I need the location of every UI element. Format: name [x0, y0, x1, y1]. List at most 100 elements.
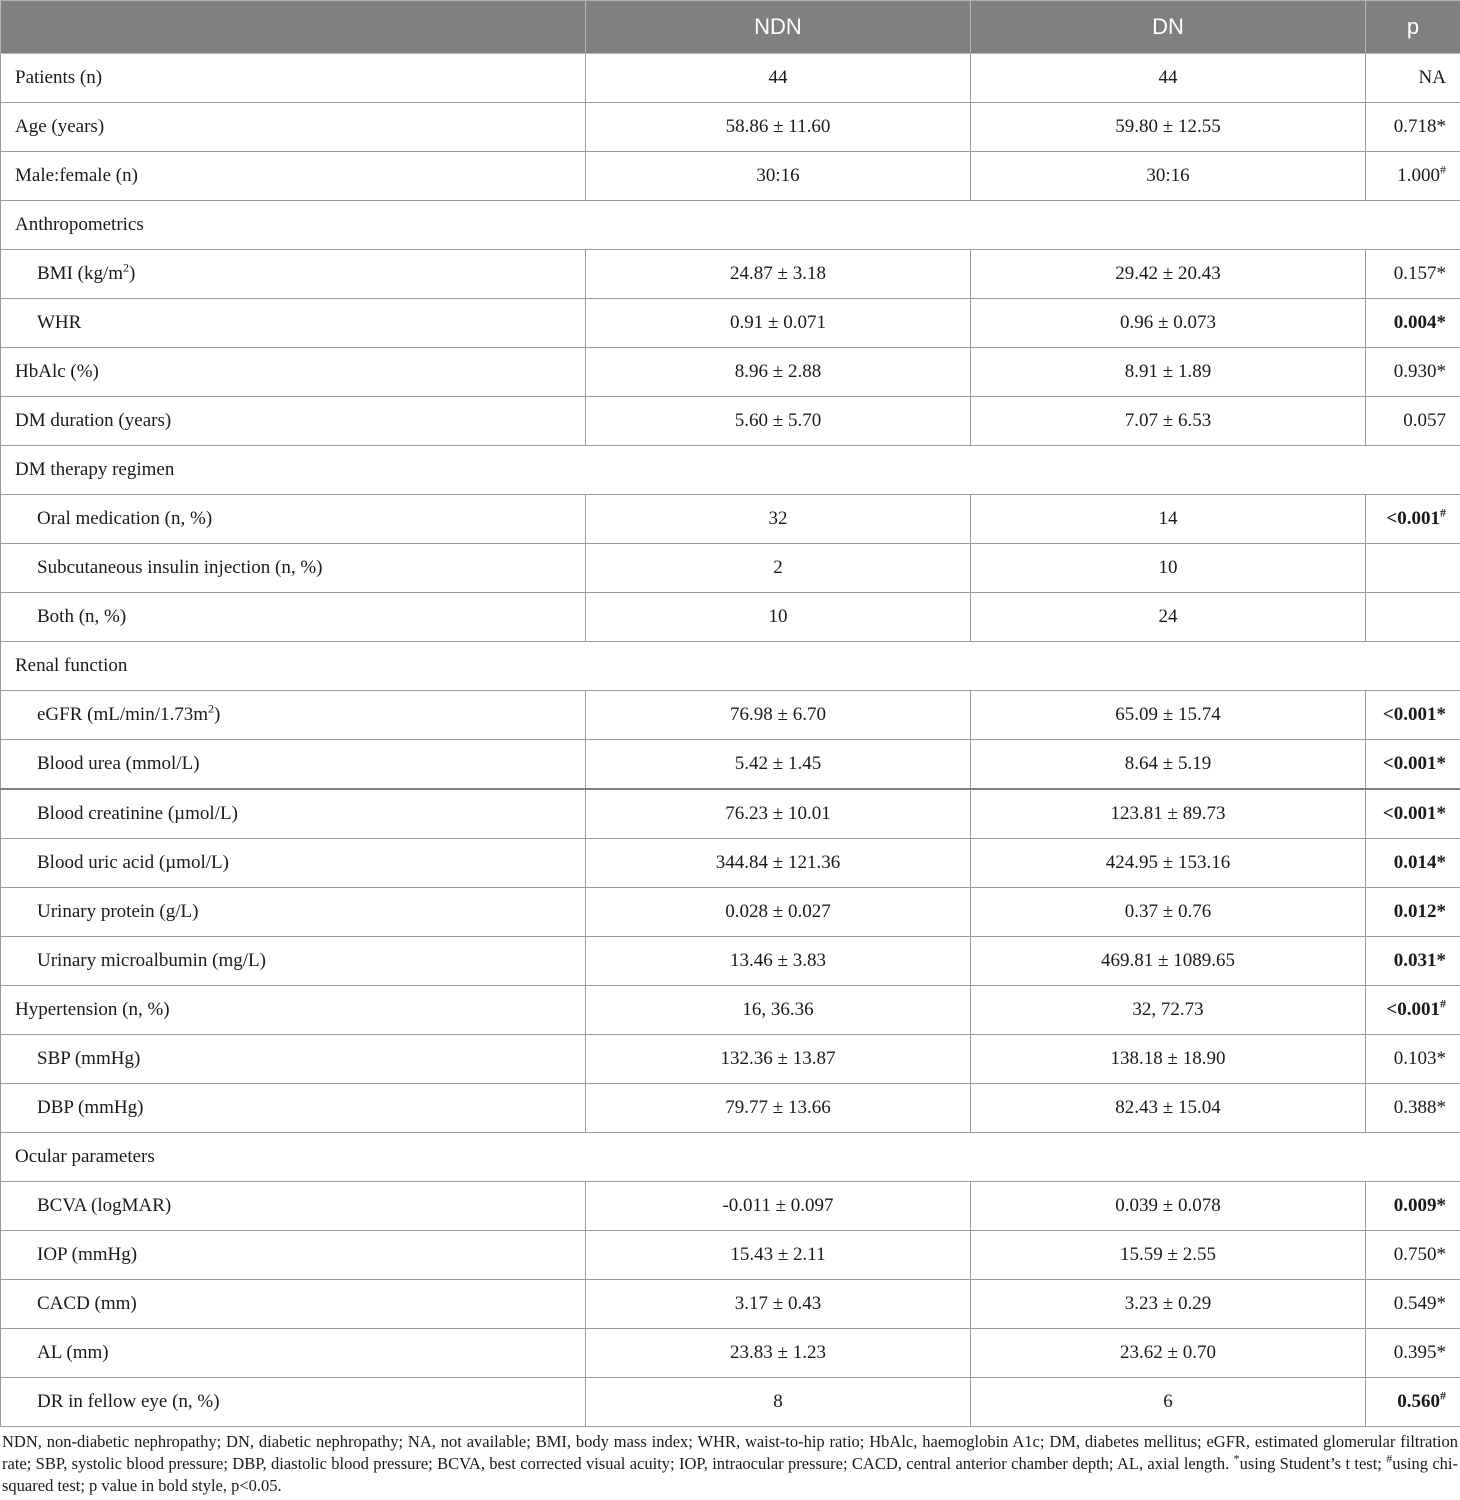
section-label: Anthropometrics: [0, 200, 1460, 250]
ndn-value: 0.028 ± 0.027: [585, 887, 971, 937]
data-table: NDN DN p Patients (n) 44 44 NA Age (years) 58…: [0, 0, 1460, 1427]
dn-value: 424.95 ± 153.16: [970, 838, 1366, 888]
table-row: HbAlc (%) 8.96 ± 2.88 8.91 ± 1.89 0.930*: [0, 347, 1460, 397]
dn-value: 0.37 ± 0.76: [970, 887, 1366, 937]
p-value: 0.012*: [1365, 887, 1460, 937]
section-row: Ocular parameters: [0, 1132, 1460, 1182]
row-label-tail: ): [129, 263, 136, 284]
p-value-text: 0.560: [1397, 1391, 1440, 1412]
table-row: CACD (mm) 3.17 ± 0.43 3.23 ± 0.29 0.549*: [0, 1279, 1460, 1329]
p-value: 0.103*: [1365, 1034, 1460, 1084]
p-value-text: <0.001*: [1382, 704, 1446, 725]
dn-value: 24: [970, 592, 1366, 642]
row-label: HbAlc (%): [0, 347, 586, 397]
dn-value: 15.59 ± 2.55: [970, 1230, 1366, 1280]
table-row: SBP (mmHg) 132.36 ± 13.87 138.18 ± 18.90 0.…: [0, 1034, 1460, 1084]
row-label: Patients (n): [0, 53, 586, 103]
row-label-text: Male:female (n): [15, 165, 138, 186]
row-label-text: Patients (n): [15, 67, 103, 88]
table-row: Blood uric acid (µmol/L) 344.84 ± 121.36 4…: [0, 838, 1460, 888]
ndn-value: 132.36 ± 13.87: [585, 1034, 971, 1084]
table-header: NDN DN p: [0, 0, 1460, 54]
p-value-text: 0.004*: [1393, 312, 1446, 333]
dn-value: 10: [970, 543, 1366, 593]
table-row: BMI (kg/m2) 24.87 ± 3.18 29.42 ± 20.43 0.15…: [0, 249, 1460, 299]
row-label-text: Blood uric acid (µmol/L): [37, 852, 229, 873]
section-label: DM therapy regimen: [0, 445, 1460, 495]
section-label: Renal function: [0, 641, 1460, 691]
ndn-value: 16, 36.36: [585, 985, 971, 1035]
footnote-abbreviations: NDN, non-diabetic nephropathy; DN, diabe…: [2, 1432, 1458, 1473]
p-value-text: 0.388*: [1393, 1097, 1446, 1118]
row-label: BCVA (logMAR): [0, 1181, 586, 1231]
ndn-value: 79.77 ± 13.66: [585, 1083, 971, 1133]
ndn-value: 32: [585, 494, 971, 544]
p-value-test-mark: #: [1440, 162, 1446, 177]
row-label-text: DBP (mmHg): [37, 1097, 144, 1118]
footnote-hash-mark: #: [1386, 1451, 1393, 1466]
p-value: 0.031*: [1365, 936, 1460, 986]
dn-value: 32, 72.73: [970, 985, 1366, 1035]
table-row: IOP (mmHg) 15.43 ± 2.11 15.59 ± 2.55 0.750*: [0, 1230, 1460, 1280]
table-row: Patients (n) 44 44 NA: [0, 53, 1460, 103]
ndn-value: 5.60 ± 5.70: [585, 396, 971, 446]
p-value: <0.001*: [1365, 690, 1460, 740]
row-label-text: CACD (mm): [37, 1293, 137, 1314]
ndn-value: 8.96 ± 2.88: [585, 347, 971, 397]
row-label: Hypertension (n, %): [0, 985, 586, 1035]
row-label-text: Age (years): [15, 116, 105, 137]
row-label-text: Blood creatinine (µmol/L): [37, 803, 238, 824]
row-label-text: Urinary protein (g/L): [37, 901, 199, 922]
row-label-text: AL (mm): [37, 1342, 109, 1363]
dn-value: 6: [970, 1377, 1366, 1427]
row-label-superscript: 2: [123, 260, 130, 275]
p-value: 0.930*: [1365, 347, 1460, 397]
table-body: Patients (n) 44 44 NA Age (years) 58.86 ± 11.…: [0, 53, 1460, 1427]
row-label-text: Blood urea (mmol/L): [37, 753, 200, 774]
table-row: BCVA (logMAR) -0.011 ± 0.097 0.039 ± 0.078…: [0, 1181, 1460, 1231]
dn-value: 8.64 ± 5.19: [970, 739, 1366, 790]
ndn-value: 15.43 ± 2.11: [585, 1230, 971, 1280]
row-label-text: HbAlc (%): [15, 361, 99, 382]
dn-value: 0.96 ± 0.073: [970, 298, 1366, 348]
p-value: 0.560#: [1365, 1377, 1460, 1427]
p-value: <0.001#: [1365, 985, 1460, 1035]
p-value-text: 0.012*: [1393, 901, 1446, 922]
p-value-test-mark: #: [1440, 996, 1446, 1011]
section-label: Ocular parameters: [0, 1132, 1460, 1182]
row-label-text: IOP (mmHg): [37, 1244, 138, 1265]
row-label: Urinary protein (g/L): [0, 887, 586, 937]
p-value: 0.057: [1365, 396, 1460, 446]
dn-value: 65.09 ± 15.74: [970, 690, 1366, 740]
p-value: <0.001#: [1365, 494, 1460, 544]
p-value: 0.750*: [1365, 1230, 1460, 1280]
ndn-value: 58.86 ± 11.60: [585, 102, 971, 152]
table-row: Subcutaneous insulin injection (n, %) 2 10: [0, 543, 1460, 593]
p-value-test-mark: #: [1440, 1388, 1446, 1403]
ndn-value: 3.17 ± 0.43: [585, 1279, 971, 1329]
row-label: Oral medication (n, %): [0, 494, 586, 544]
row-label: Urinary microalbumin (mg/L): [0, 936, 586, 986]
table-row: Blood urea (mmol/L) 5.42 ± 1.45 8.64 ± 5.1…: [0, 739, 1460, 790]
ndn-value: 24.87 ± 3.18: [585, 249, 971, 299]
ndn-value: 44: [585, 53, 971, 103]
p-value: 0.388*: [1365, 1083, 1460, 1133]
table-row: Blood creatinine (µmol/L) 76.23 ± 10.01 12…: [0, 788, 1460, 839]
footnote-star-mark: *: [1233, 1451, 1240, 1466]
row-label-text: Both (n, %): [37, 606, 127, 627]
p-value-text: 0.750*: [1393, 1244, 1446, 1265]
p-value: 0.014*: [1365, 838, 1460, 888]
row-label-superscript: 2: [208, 701, 214, 716]
row-label-text: SBP (mmHg): [37, 1048, 141, 1069]
row-label: DM duration (years): [0, 396, 586, 446]
row-label-text: DR in fellow eye (n, %): [37, 1391, 220, 1412]
dn-value: 30:16: [970, 151, 1366, 201]
dn-value: 138.18 ± 18.90: [970, 1034, 1366, 1084]
p-value-text: <0.001*: [1382, 753, 1446, 774]
p-value-text: <0.001: [1386, 508, 1440, 529]
ndn-value: 2: [585, 543, 971, 593]
ndn-value: 0.91 ± 0.071: [585, 298, 971, 348]
row-label-text: WHR: [37, 312, 82, 333]
dn-value: 7.07 ± 6.53: [970, 396, 1366, 446]
dn-value: 82.43 ± 15.04: [970, 1083, 1366, 1133]
